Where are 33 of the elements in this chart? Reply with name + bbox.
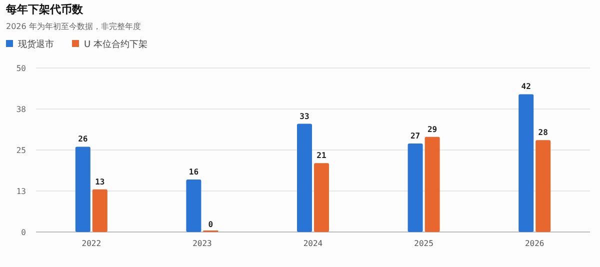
bar [424,136,440,232]
bar [408,143,423,232]
data-label: 16 [188,168,199,177]
data-label: 0 [208,220,214,229]
x-tick-label: 2024 [303,239,323,248]
x-tick-label: 2023 [192,239,212,248]
bar [518,94,534,232]
x-tick-label: 2022 [82,239,102,248]
data-label: 42 [521,82,532,92]
data-label: 33 [300,112,310,121]
y-tick-label: 13 [16,187,26,196]
bar [186,180,202,232]
legend-label: 现货退市 [18,39,54,50]
bar [314,163,329,232]
bar [536,140,551,232]
y-tick-label: 38 [16,105,26,114]
x-tick-label: 2025 [414,239,434,248]
data-label: 21 [316,151,326,160]
data-label: 28 [538,128,548,138]
chart-subtitle: 2026 年为年初至今数据，非完整年度 [6,22,141,31]
legend-label: U 本位合约下架 [84,39,148,50]
y-tick-label: 50 [16,64,26,73]
data-label: 26 [78,134,88,144]
bar [297,124,312,232]
y-tick-label: 0 [21,228,26,237]
data-label: 13 [95,177,105,186]
data-label: 27 [410,131,420,140]
y-tick-label: 25 [16,146,26,155]
x-tick-label: 2026 [524,239,544,248]
data-label: 29 [427,124,438,134]
chart-title: 每年下架代币数 [5,3,84,16]
bar [75,146,90,232]
bar [92,189,108,232]
